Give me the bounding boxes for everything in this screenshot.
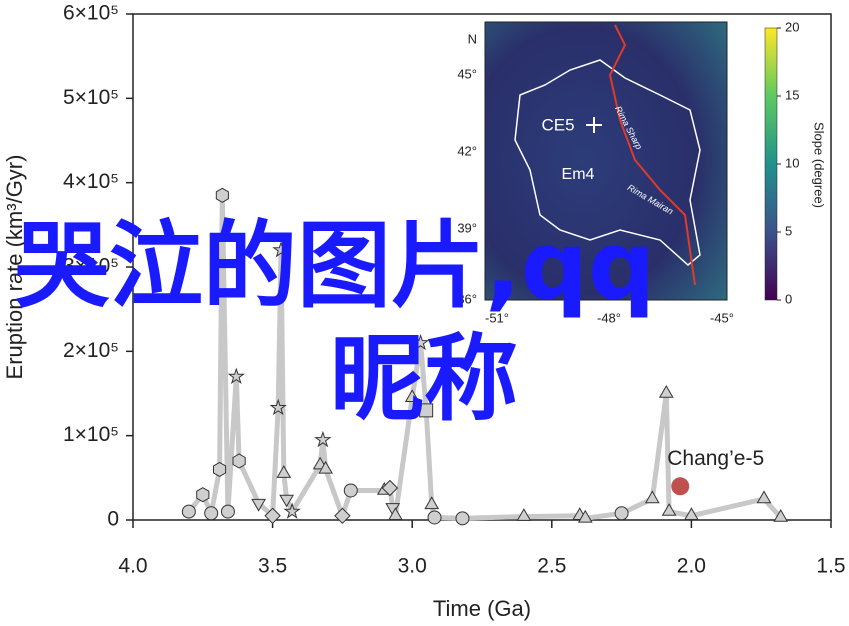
data-point bbox=[264, 507, 281, 525]
highlight-label: Chang’e-5 bbox=[667, 447, 764, 470]
data-point bbox=[279, 494, 294, 508]
data-point bbox=[455, 511, 470, 526]
y-tick-label: 5×10⁵ bbox=[63, 86, 119, 109]
colorbar-tick-label: 0 bbox=[785, 291, 792, 306]
lat-label: N bbox=[468, 31, 477, 46]
data-point bbox=[276, 465, 292, 478]
data-point bbox=[661, 503, 677, 516]
data-point bbox=[220, 504, 235, 519]
lon-label: -48° bbox=[597, 310, 621, 325]
data-point bbox=[215, 187, 229, 203]
x-tick-label: 2.0 bbox=[677, 555, 706, 578]
colorbar-tick-label: 10 bbox=[785, 155, 799, 170]
y-tick-label: 4×10⁵ bbox=[63, 170, 119, 193]
y-tick-label: 0 bbox=[107, 508, 119, 531]
y-axis-title: Eruption rate (km³/Gyr) bbox=[2, 155, 27, 380]
colorbar bbox=[764, 27, 778, 301]
colorbar-tick-label: 5 bbox=[785, 223, 792, 238]
data-point bbox=[404, 389, 420, 402]
data-point bbox=[314, 430, 332, 448]
lat-label: 39° bbox=[457, 220, 477, 235]
lat-label: 42° bbox=[457, 143, 477, 158]
x-tick-label: 2.5 bbox=[537, 555, 566, 578]
x-tick-label: 1.5 bbox=[816, 555, 845, 578]
highlight-point bbox=[671, 477, 690, 496]
data-point bbox=[411, 333, 430, 351]
data-point bbox=[381, 479, 399, 497]
data-point bbox=[232, 453, 246, 469]
data-point bbox=[181, 504, 196, 519]
data-point bbox=[213, 461, 227, 477]
y-tick-label: 6×10⁵ bbox=[63, 2, 119, 25]
data-point bbox=[658, 384, 674, 398]
lat-label: 36° bbox=[457, 291, 477, 306]
data-point bbox=[251, 498, 266, 512]
x-tick-label: 3.5 bbox=[258, 555, 287, 578]
map-label: CE5 bbox=[541, 115, 574, 134]
y-tick-label: 2×10⁵ bbox=[63, 339, 119, 362]
x-tick-label: 3.0 bbox=[398, 555, 427, 578]
data-point bbox=[756, 490, 772, 504]
data-point bbox=[773, 509, 789, 522]
colorbar-label: Slope (degree) bbox=[812, 122, 827, 208]
series-line bbox=[186, 192, 783, 521]
landing-site bbox=[586, 117, 602, 133]
data-point bbox=[334, 507, 351, 525]
data-point bbox=[196, 487, 210, 503]
data-point bbox=[272, 240, 290, 258]
lon-label: -51° bbox=[485, 310, 509, 325]
data-point bbox=[424, 496, 440, 510]
overlay-line: 昵称 bbox=[330, 325, 518, 434]
data-point bbox=[227, 367, 245, 384]
data-point bbox=[577, 509, 593, 523]
data-point bbox=[419, 403, 434, 418]
mare-outline bbox=[514, 59, 701, 266]
plot-area: 0 1×10⁵ 2×10⁵ 3×10⁵ 4×10⁵ 5×10⁵ 6×10⁵ 4.0 3.5 3.0… bbox=[63, 2, 846, 578]
overlay-line: 哭泣的图片,qq bbox=[15, 212, 655, 321]
colorbar-tick-label: 15 bbox=[785, 87, 799, 102]
lat-label: 45° bbox=[457, 66, 477, 81]
x-axis-title: Time (Ga) bbox=[433, 596, 531, 621]
data-point bbox=[427, 510, 442, 525]
y-tick-label: 1×10⁵ bbox=[63, 423, 119, 446]
data-point bbox=[684, 507, 699, 520]
y-tick-label: 3×10⁵ bbox=[63, 255, 119, 278]
colorbar-tick-label: 20 bbox=[785, 19, 799, 34]
data-point bbox=[388, 507, 403, 520]
data-point bbox=[343, 483, 358, 498]
data-point bbox=[269, 398, 287, 416]
data-point bbox=[204, 506, 219, 521]
x-tick-label: 4.0 bbox=[118, 555, 147, 578]
map-label: Em4 bbox=[562, 166, 595, 183]
rille bbox=[608, 24, 696, 286]
data-point bbox=[516, 508, 532, 521]
data-point bbox=[283, 502, 301, 519]
data-point bbox=[318, 460, 333, 474]
data-point bbox=[644, 490, 660, 504]
lon-label: -45° bbox=[710, 310, 734, 325]
data-point bbox=[614, 506, 629, 521]
